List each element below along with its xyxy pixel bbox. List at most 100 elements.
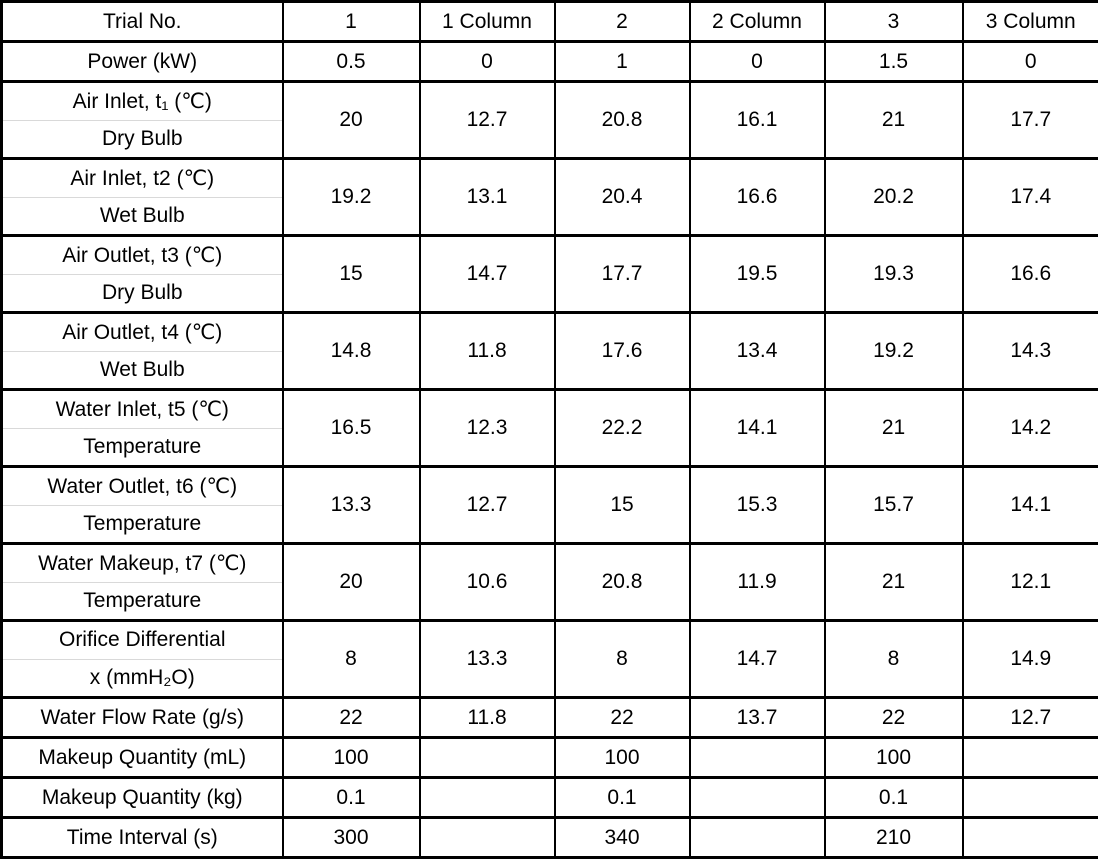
cell-value: 13.3 bbox=[281, 465, 421, 545]
row-label-line: Wet Bulb bbox=[3, 196, 281, 233]
row-label-line: Dry Bulb bbox=[3, 273, 281, 310]
cell-value: 15 bbox=[553, 465, 691, 545]
row-label-stack: Makeup Quantity (kg) bbox=[4, 781, 281, 815]
table-row: Air Outlet, t3 (℃) Dry Bulb 15 14.7 17.7 19.5… bbox=[0, 234, 1098, 314]
row-label-stack: Air Outlet, t4 (℃) Wet Bulb bbox=[3, 316, 281, 387]
cell-value: 8 bbox=[823, 619, 964, 699]
table-row: Makeup Quantity (mL) 100 100 100 bbox=[0, 736, 1098, 779]
cell-value: 22 bbox=[823, 696, 964, 739]
cell-value: 0 bbox=[961, 40, 1098, 83]
table-row: Makeup Quantity (kg) 0.1 0.1 0.1 bbox=[0, 776, 1098, 819]
row-label-line: Water Flow Rate (g/s) bbox=[40, 705, 244, 729]
cell-value bbox=[418, 816, 556, 859]
cell-value: 20.4 bbox=[553, 157, 691, 237]
cell-value: 14.1 bbox=[961, 465, 1098, 545]
table-row: Air Outlet, t4 (℃) Wet Bulb 14.8 11.8 17.6 13… bbox=[0, 311, 1098, 391]
cell-value: 11.8 bbox=[418, 311, 556, 391]
cell-value: 15.3 bbox=[688, 465, 826, 545]
cell-value: 14.3 bbox=[961, 311, 1098, 391]
cell-value: 14.1 bbox=[688, 388, 826, 468]
cell-value: 19.5 bbox=[688, 234, 826, 314]
cell-value: 0.1 bbox=[553, 776, 691, 819]
cell-value: 22 bbox=[553, 696, 691, 739]
row-label: Water Inlet, t5 (℃) Temperature bbox=[0, 388, 284, 468]
cell-value: 0.5 bbox=[281, 40, 421, 83]
row-label-line: Air Inlet, t2 (℃) bbox=[70, 166, 215, 190]
column-header: 1 bbox=[281, 0, 421, 43]
table-row: Air Inlet, t2 (℃) Wet Bulb 19.2 13.1 20.4 16.… bbox=[0, 157, 1098, 237]
row-label-line: Air Outlet, t4 (℃) bbox=[62, 320, 223, 344]
cell-value: 300 bbox=[281, 816, 421, 859]
row-label-stack: Orifice Differential x (mmH₂O) bbox=[3, 624, 281, 695]
cell-value: 1.5 bbox=[823, 40, 964, 83]
row-label-stack: Power (kW) bbox=[4, 45, 281, 79]
table-row: Water Makeup, t7 (℃) Temperature 20 10.6 20.… bbox=[0, 542, 1098, 622]
cell-value: 14.9 bbox=[961, 619, 1098, 699]
column-header: 3 bbox=[823, 0, 964, 43]
cell-value: 100 bbox=[823, 736, 964, 779]
cell-value: 340 bbox=[553, 816, 691, 859]
cell-value: 17.7 bbox=[553, 234, 691, 314]
table-row: Power (kW) 0.5 0 1 0 1.5 0 bbox=[0, 40, 1098, 83]
cell-value: 20 bbox=[281, 542, 421, 622]
cell-value: 20.8 bbox=[553, 542, 691, 622]
column-header: 2 bbox=[553, 0, 691, 43]
cell-value: 8 bbox=[553, 619, 691, 699]
row-label-line: Temperature bbox=[3, 581, 281, 618]
cell-value bbox=[418, 736, 556, 779]
cell-value: 14.8 bbox=[281, 311, 421, 391]
cell-value: 19.3 bbox=[823, 234, 964, 314]
cell-value: 17.6 bbox=[553, 311, 691, 391]
cell-value: 19.2 bbox=[281, 157, 421, 237]
cell-value: 16.6 bbox=[961, 234, 1098, 314]
row-label: Time Interval (s) bbox=[0, 816, 284, 859]
row-label-line: Wet Bulb bbox=[3, 350, 281, 387]
row-label-stack: Water Outlet, t6 (℃) Temperature bbox=[3, 470, 281, 541]
cell-value: 13.4 bbox=[688, 311, 826, 391]
cell-value: 17.7 bbox=[961, 80, 1098, 160]
cell-value: 12.7 bbox=[961, 696, 1098, 739]
table-row: Water Flow Rate (g/s) 22 11.8 22 13.7 22 12.7 bbox=[0, 696, 1098, 739]
row-label: Makeup Quantity (mL) bbox=[0, 736, 284, 779]
row-label: Air Inlet, t2 (℃) Wet Bulb bbox=[0, 157, 284, 237]
cell-value: 19.2 bbox=[823, 311, 964, 391]
row-label-stack: Air Outlet, t3 (℃) Dry Bulb bbox=[3, 239, 281, 310]
cell-value: 14.2 bbox=[961, 388, 1098, 468]
table-row: Water Inlet, t5 (℃) Temperature 16.5 12.3 22… bbox=[0, 388, 1098, 468]
cell-value: 1 bbox=[553, 40, 691, 83]
cell-value: 16.6 bbox=[688, 157, 826, 237]
row-label: Water Flow Rate (g/s) bbox=[0, 696, 284, 739]
cell-value bbox=[688, 736, 826, 779]
row-label-line: Time Interval (s) bbox=[66, 825, 218, 849]
row-label-stack: Air Inlet, t₁ (℃) Dry Bulb bbox=[3, 85, 281, 156]
cell-value: 14.7 bbox=[688, 619, 826, 699]
cell-value: 17.4 bbox=[961, 157, 1098, 237]
cell-value bbox=[961, 816, 1098, 859]
cell-value: 100 bbox=[553, 736, 691, 779]
row-label-line: Water Outlet, t6 (℃) bbox=[47, 474, 238, 498]
row-label-line: Dry Bulb bbox=[3, 119, 281, 156]
cell-value: 20.2 bbox=[823, 157, 964, 237]
cell-value: 12.7 bbox=[418, 465, 556, 545]
cell-value: 15.7 bbox=[823, 465, 964, 545]
cell-value: 20 bbox=[281, 80, 421, 160]
row-label-line: Water Inlet, t5 (℃) bbox=[55, 397, 229, 421]
row-label: Air Inlet, t₁ (℃) Dry Bulb bbox=[0, 80, 284, 160]
column-header: 1 Column bbox=[418, 0, 556, 43]
table-row: Air Inlet, t₁ (℃) Dry Bulb 20 12.7 20.8 16.1 2… bbox=[0, 80, 1098, 160]
row-label-stack: Makeup Quantity (mL) bbox=[4, 741, 281, 775]
cell-value: 0.1 bbox=[281, 776, 421, 819]
cell-value bbox=[961, 776, 1098, 819]
row-label-line: Temperature bbox=[3, 427, 281, 464]
cell-value: 22 bbox=[281, 696, 421, 739]
cell-value bbox=[688, 776, 826, 819]
row-label-stack: Air Inlet, t2 (℃) Wet Bulb bbox=[3, 162, 281, 233]
row-label-stack: Water Inlet, t5 (℃) Temperature bbox=[3, 393, 281, 464]
column-header: 2 Column bbox=[688, 0, 826, 43]
cell-value: 14.7 bbox=[418, 234, 556, 314]
row-label: Air Outlet, t4 (℃) Wet Bulb bbox=[0, 311, 284, 391]
table-row: Time Interval (s) 300 340 210 bbox=[0, 816, 1098, 859]
cell-value bbox=[418, 776, 556, 819]
